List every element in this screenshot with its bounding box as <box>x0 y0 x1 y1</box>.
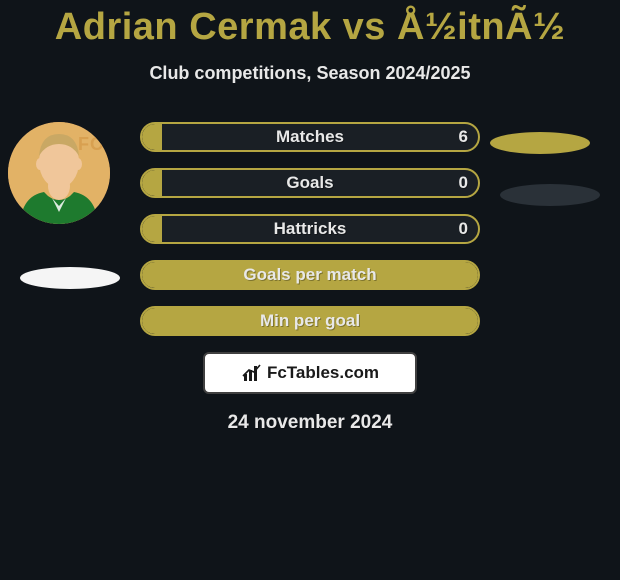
stat-row: Matches6 <box>140 122 480 152</box>
bar-chart-icon <box>241 362 263 384</box>
page-subtitle: Club competitions, Season 2024/2025 <box>0 63 620 84</box>
svg-text:F: F <box>78 134 89 154</box>
stat-label: Min per goal <box>142 308 478 334</box>
stat-value: 0 <box>459 216 468 242</box>
stats-panel: Matches6Goals0Hattricks0Goals per matchM… <box>140 122 480 336</box>
brand-badge: FcTables.com <box>203 352 417 394</box>
brand-badge-text: FcTables.com <box>267 363 379 383</box>
stat-label: Matches <box>142 124 478 150</box>
stat-label: Goals <box>142 170 478 196</box>
stat-row: Goals per match <box>140 260 480 290</box>
date-text: 24 november 2024 <box>0 412 620 434</box>
avatar-svg: F O <box>8 122 110 224</box>
stat-row: Hattricks0 <box>140 214 480 244</box>
stat-row: Min per goal <box>140 306 480 336</box>
pill-right-1 <box>490 132 590 154</box>
pill-left <box>20 267 120 289</box>
player-avatar-left: F O <box>8 122 110 224</box>
stat-value: 0 <box>459 170 468 196</box>
pill-right-2 <box>500 184 600 206</box>
stat-label: Goals per match <box>142 262 478 288</box>
page-title: Adrian Cermak vs Å½itnÃ½ <box>0 0 620 49</box>
main-area: F O Matches6Goals0Hattricks0Goals per ma… <box>0 122 620 336</box>
stat-value: 6 <box>459 124 468 150</box>
stat-label: Hattricks <box>142 216 478 242</box>
svg-text:O: O <box>90 134 104 154</box>
stat-row: Goals0 <box>140 168 480 198</box>
